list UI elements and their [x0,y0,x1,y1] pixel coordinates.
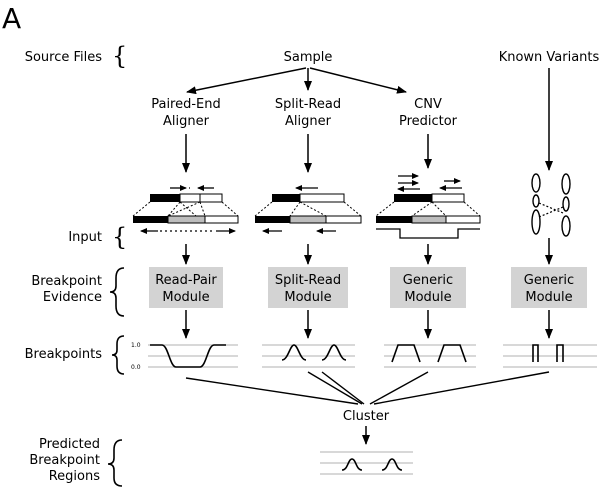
split-read-illustration [254,185,362,234]
svg-text:Generic: Generic [403,273,453,288]
cluster-label: Cluster [343,409,390,424]
breakpoint-plot-split-read [262,344,355,368]
brace-source-files: { [112,42,127,70]
generic-module-1: Generic Module [390,267,466,308]
source-sample: Sample [284,50,333,65]
svg-text:Module: Module [284,290,331,305]
read-pair-module: Read-Pair Module [149,267,223,308]
paired-end-read-illustration [132,185,239,234]
brace-predicted [107,439,123,487]
tool-paired-end-line2: Aligner [163,114,210,129]
svg-text:Module: Module [525,290,572,305]
tool-cnv-line1: CNV [414,97,442,112]
brace-breakpoints [111,335,125,375]
brace-breakpoint-evidence [109,267,125,317]
axis-tick-top: 1.0 [131,342,141,349]
svg-text:Generic: Generic [524,273,574,288]
split-read-module: Split-Read Module [268,267,348,308]
row-label-breakpoint-2: Breakpoint [29,453,100,468]
axis-tick-bottom: 0.0 [131,364,141,371]
tool-paired-end-line1: Paired-End [151,97,221,112]
generic-module-2: Generic Module [511,267,587,308]
predicted-regions-plot [320,451,413,475]
panel-letter: A [2,2,21,35]
svg-text:Module: Module [404,290,451,305]
breakpoint-plot-generic-2 [503,344,597,368]
tool-cnv-line2: Predictor [399,114,458,129]
row-label-source-files: Source Files [25,50,103,65]
chromosome-illustration [531,173,571,237]
row-label-breakpoints: Breakpoints [25,347,103,362]
cnv-illustration [375,173,481,239]
svg-text:Module: Module [162,290,209,305]
row-label-predicted: Predicted [39,437,100,452]
row-label-input: Input [68,230,102,245]
breakpoint-plot-read-pair: 1.0 0.0 [131,342,238,371]
arrow-sample-to-cnv [309,67,407,94]
row-label-breakpoint: Breakpoint [31,274,102,289]
arrow-sample-to-paired-end [186,67,307,95]
source-known-variants: Known Variants [499,50,600,65]
tool-split-read-line1: Split-Read [275,97,341,112]
row-label-evidence: Evidence [43,290,102,305]
row-label-regions: Regions [49,469,101,484]
svg-text:Read-Pair: Read-Pair [155,273,217,288]
breakpoint-plot-generic-1 [384,344,476,368]
tool-split-read-line2: Aligner [285,114,332,129]
cluster-connectors [185,371,550,405]
svg-text:Split-Read: Split-Read [275,273,341,288]
brace-input: { [112,223,127,251]
